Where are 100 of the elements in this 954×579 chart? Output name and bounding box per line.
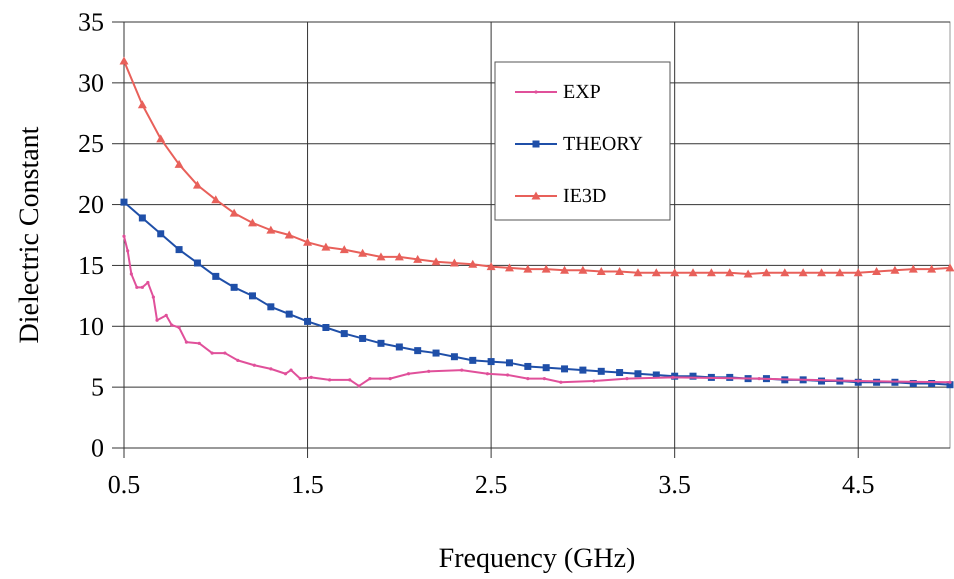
- point: [310, 376, 313, 380]
- point: [506, 373, 510, 377]
- point: [298, 377, 302, 380]
- point: [598, 368, 605, 375]
- x-axis-title: Frequency (GHz): [438, 543, 636, 574]
- point: [340, 330, 348, 338]
- point: [267, 303, 274, 310]
- y-tick-label: 5: [91, 372, 104, 402]
- point: [284, 372, 288, 376]
- point: [284, 230, 294, 238]
- point: [396, 343, 403, 350]
- point: [469, 356, 476, 364]
- point: [744, 269, 753, 278]
- point: [560, 266, 570, 274]
- point: [340, 245, 349, 254]
- point: [122, 234, 126, 238]
- point: [596, 267, 606, 276]
- point: [450, 353, 458, 360]
- point: [615, 267, 624, 276]
- point: [780, 268, 790, 276]
- x-tick-label: 0.5: [108, 470, 140, 499]
- point: [184, 340, 188, 344]
- point: [523, 264, 532, 273]
- point: [177, 326, 181, 330]
- point: [192, 180, 202, 189]
- point: [948, 380, 952, 384]
- point: [872, 267, 882, 276]
- point: [486, 262, 496, 270]
- point: [120, 198, 128, 206]
- point: [359, 334, 366, 342]
- y-axis-title: Dielectric Constant: [14, 126, 45, 344]
- point: [170, 323, 174, 327]
- x-tick-label: 2.5: [474, 470, 508, 499]
- point: [248, 218, 257, 226]
- point: [758, 377, 761, 380]
- point: [432, 350, 440, 357]
- point: [542, 364, 550, 372]
- point: [211, 195, 220, 204]
- point: [460, 368, 464, 372]
- point: [908, 264, 918, 273]
- point: [706, 268, 716, 276]
- y-tick-label: 0: [91, 434, 104, 462]
- point: [126, 249, 130, 252]
- point: [135, 286, 138, 289]
- point: [526, 377, 530, 380]
- point: [156, 134, 166, 142]
- y-tick-label: 10: [78, 312, 104, 341]
- point: [286, 310, 293, 318]
- point: [248, 292, 256, 300]
- point: [854, 268, 863, 276]
- point: [524, 362, 532, 370]
- point: [578, 266, 588, 274]
- point: [138, 214, 146, 222]
- point: [394, 252, 404, 260]
- point: [652, 268, 661, 276]
- point: [579, 366, 586, 374]
- point: [157, 230, 164, 238]
- point: [504, 263, 514, 272]
- point: [946, 263, 954, 272]
- point: [321, 242, 330, 251]
- point: [688, 268, 698, 276]
- point: [413, 254, 422, 263]
- point: [633, 268, 642, 276]
- point: [357, 384, 361, 388]
- point: [406, 372, 410, 376]
- point: [762, 268, 771, 276]
- point: [890, 266, 900, 274]
- point: [120, 56, 128, 64]
- point: [230, 284, 238, 291]
- point: [450, 258, 459, 266]
- y-tick-label: 30: [78, 68, 104, 98]
- point: [348, 378, 352, 382]
- point: [616, 369, 624, 376]
- x-tick-label: 3.5: [658, 470, 691, 499]
- legend-label: IE3D: [563, 185, 606, 207]
- point: [486, 372, 490, 376]
- y-tick-label: 35: [78, 8, 104, 36]
- point: [236, 358, 240, 362]
- point: [194, 259, 201, 266]
- point: [634, 370, 642, 378]
- point: [174, 160, 184, 168]
- point: [388, 377, 392, 380]
- point: [427, 370, 430, 373]
- point: [176, 246, 183, 254]
- point: [152, 295, 155, 299]
- legend-label: THEORY: [563, 133, 643, 155]
- point: [230, 208, 239, 217]
- point: [559, 380, 562, 384]
- point: [223, 351, 227, 355]
- point: [368, 377, 372, 380]
- y-tick-label: 20: [78, 190, 104, 220]
- point: [130, 272, 133, 276]
- point: [358, 248, 368, 257]
- point: [817, 268, 826, 276]
- x-tick-label: 4.5: [842, 470, 874, 499]
- point: [289, 368, 293, 372]
- point: [542, 264, 551, 273]
- point: [140, 286, 144, 289]
- point: [304, 318, 312, 325]
- point: [592, 379, 596, 383]
